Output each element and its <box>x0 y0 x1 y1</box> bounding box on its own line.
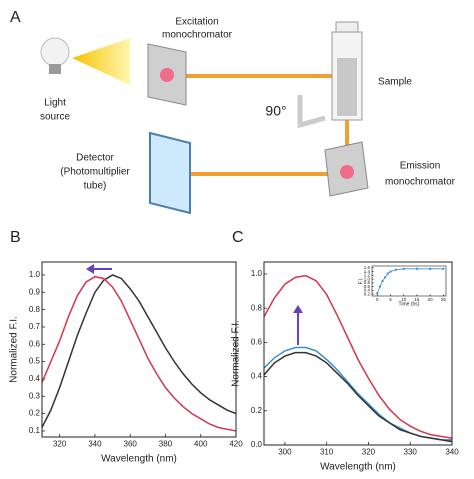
label: Sample <box>378 77 412 88</box>
x-axis-title: Time (hs) <box>399 301 420 307</box>
y-tick-label: 0.6 <box>251 337 263 346</box>
x-tick-label: 5 <box>389 297 392 302</box>
series-line <box>263 346 452 441</box>
detector <box>149 131 191 215</box>
y-tick-label: 0.8 <box>251 303 263 312</box>
x-tick-label: 330 <box>404 447 418 456</box>
y-tick-label: 0.9 <box>29 287 41 296</box>
marker <box>376 292 379 295</box>
x-tick-label: 320 <box>53 439 67 448</box>
plot-frame <box>371 265 447 297</box>
series-line <box>41 274 237 428</box>
label: 90° <box>265 103 286 119</box>
label: Emission <box>400 161 441 172</box>
y-tick-label: 1.0 <box>29 270 41 279</box>
series-line <box>41 275 237 432</box>
y-tick-label: 0.8 <box>29 305 41 314</box>
bulb <box>40 37 70 67</box>
y-tick-label: 0.8 <box>364 280 371 285</box>
x-tick-label: 380 <box>159 439 173 448</box>
angle-mark <box>297 95 326 129</box>
x-axis-title: Wavelength (nm) <box>320 462 396 473</box>
y-tick-label: 0.6 <box>29 339 41 348</box>
y-tick-label: 1.2 <box>364 273 371 278</box>
x-tick-label: 320 <box>362 447 376 456</box>
y-tick-label: 1.0 <box>364 276 371 281</box>
panel-label: C <box>232 229 244 246</box>
y-tick-label: 0.4 <box>364 288 371 293</box>
y-axis-title: F.I. <box>358 278 364 285</box>
y-axis-title: Normalized F.I. <box>231 320 242 387</box>
marker <box>386 272 389 275</box>
label: Light <box>44 98 66 109</box>
y-tick-label: 0.5 <box>29 357 41 366</box>
cuvette-cap <box>335 21 359 33</box>
plot-frame <box>263 261 453 446</box>
inset-bg <box>372 266 446 296</box>
marker <box>384 276 387 279</box>
marker <box>378 285 381 288</box>
x-tick-label: 340 <box>88 439 102 448</box>
x-tick-label: 340 <box>445 447 459 456</box>
marker <box>381 280 384 282</box>
x-tick-label: 25 <box>441 297 447 302</box>
y-tick-label: 0.7 <box>29 322 41 331</box>
y-tick-label: 0.2 <box>29 409 41 418</box>
y-tick-label: 0.1 <box>29 426 41 435</box>
sample-liquid <box>337 58 357 116</box>
y-tick-label: 0.4 <box>29 374 41 383</box>
y-tick-label: 0.0 <box>251 440 263 449</box>
y-axis-title: Normalized F.I. <box>9 316 20 383</box>
label: monochromator <box>385 177 456 188</box>
label: source <box>40 112 70 123</box>
series-line <box>263 274 453 439</box>
marker <box>442 267 445 270</box>
x-tick-label: 20 <box>428 297 434 302</box>
marker <box>429 267 432 270</box>
x-tick-label: 300 <box>278 447 292 456</box>
arrow-head <box>86 264 94 274</box>
x-tick-label: 310 <box>320 447 334 456</box>
marker <box>415 267 418 270</box>
slit <box>160 68 174 82</box>
x-tick-label: 400 <box>194 439 208 448</box>
label: Detector <box>76 153 114 164</box>
y-tick-label: 0.2 <box>251 406 263 415</box>
label: monochromator <box>162 30 233 41</box>
y-tick-label: 0.2 <box>364 291 371 296</box>
label: (Photomultiplier <box>60 167 130 178</box>
panel-label: B <box>10 229 21 246</box>
x-tick-label: 360 <box>124 439 138 448</box>
y-tick-label: 1.0 <box>251 269 263 278</box>
x-tick-label: 15 <box>414 297 420 302</box>
y-tick-label: 1.4 <box>364 269 371 274</box>
marker <box>394 268 397 271</box>
diagram: A Light source Excitation monochromator … <box>10 9 456 215</box>
y-tick-label: 0.6 <box>364 284 371 289</box>
y-tick-label: 0.4 <box>251 372 263 381</box>
x-tick-label: 10 <box>401 297 407 302</box>
label: Excitation <box>175 17 218 28</box>
marker <box>402 267 405 270</box>
y-tick-label: 1.6 <box>364 265 371 270</box>
bulb-base <box>49 64 61 74</box>
light-beam <box>72 38 130 85</box>
arrow-head <box>293 305 303 313</box>
series-line <box>263 351 453 443</box>
plot-frame <box>41 261 237 438</box>
marker <box>389 270 392 273</box>
x-tick-label: 420 <box>229 439 243 448</box>
x-axis-title: Wavelength (nm) <box>101 454 177 465</box>
annotations <box>86 264 303 345</box>
panel-label: A <box>10 9 21 26</box>
slit <box>340 165 354 179</box>
y-tick-label: 0.3 <box>29 391 41 400</box>
label: tube) <box>84 181 107 192</box>
x-tick-label: 0 <box>376 297 379 302</box>
